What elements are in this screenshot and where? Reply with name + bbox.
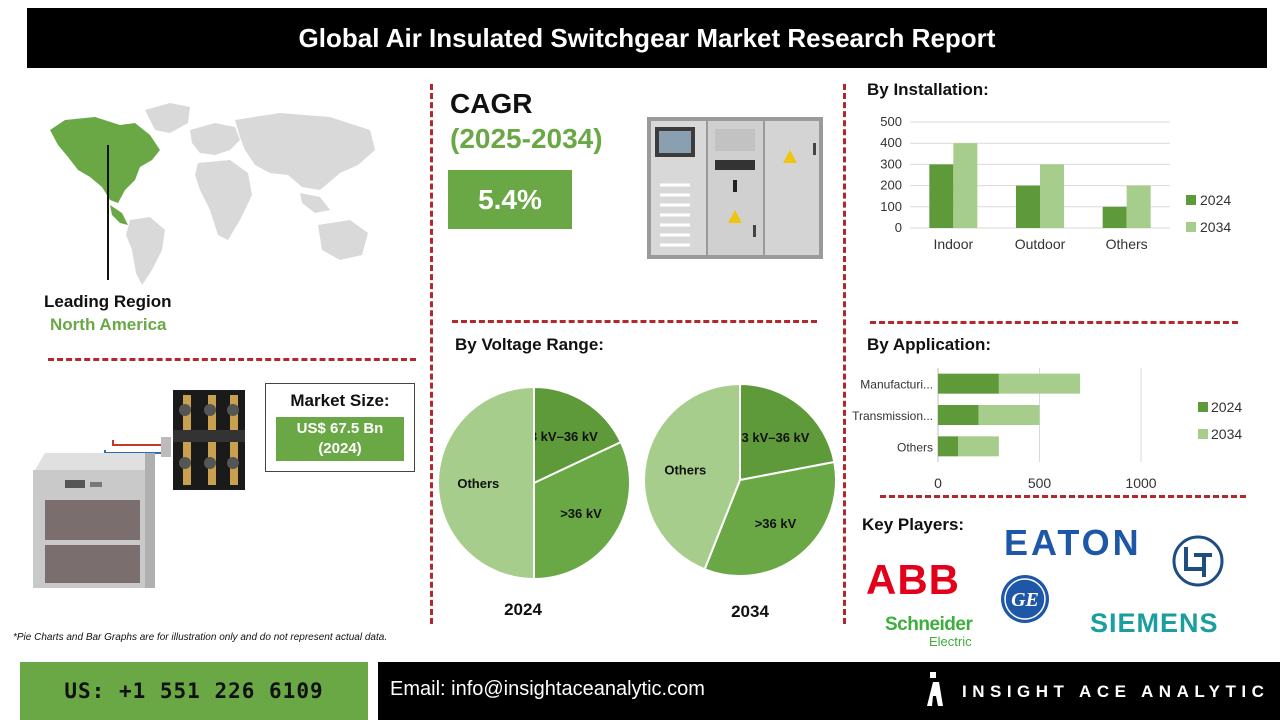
switchgear-unit-illustration bbox=[33, 390, 245, 588]
installation-xtick: Others bbox=[1106, 236, 1148, 252]
schneider-sub: Electric bbox=[929, 634, 972, 649]
pie-slice bbox=[643, 382, 741, 571]
market-size-value-box: US$ 67.5 Bn (2024) bbox=[276, 417, 404, 461]
installation-bar-2034 bbox=[1040, 164, 1064, 228]
installation-ytick: 100 bbox=[880, 199, 902, 214]
installation-title: By Installation: bbox=[867, 80, 989, 99]
world-map bbox=[50, 103, 375, 285]
divider-right bbox=[843, 84, 846, 624]
divider-left bbox=[430, 84, 433, 624]
insight-ace-logo-icon bbox=[927, 672, 943, 706]
pie-slice-label: 3 kV–36 kV bbox=[530, 429, 598, 444]
installation-ytick: 0 bbox=[895, 220, 902, 235]
application-xtick: 1000 bbox=[1125, 475, 1156, 491]
application-legend-label: 2024 bbox=[1211, 399, 1242, 415]
divider-region bbox=[48, 358, 416, 361]
footer-phone[interactable]: US: +1 551 226 6109 bbox=[20, 662, 368, 720]
application-xtick: 500 bbox=[1028, 475, 1052, 491]
pie-slice bbox=[437, 385, 535, 581]
application-bar-2024 bbox=[938, 373, 999, 394]
application-bar-2024 bbox=[938, 405, 979, 425]
pie-slice bbox=[533, 440, 631, 581]
svg-text:GE: GE bbox=[1011, 589, 1039, 611]
application-legend-swatch bbox=[1198, 402, 1208, 412]
application-ytick: Others bbox=[897, 440, 933, 454]
leading-region-label: Leading Region bbox=[44, 292, 172, 311]
voltage-title: By Voltage Range: bbox=[455, 335, 604, 354]
application-legend-swatch bbox=[1198, 429, 1208, 439]
pie-slice-label: 3 kV–36 kV bbox=[742, 430, 810, 445]
disclaimer-note: *Pie Charts and Bar Graphs are for illus… bbox=[13, 632, 388, 643]
installation-legend-label: 2024 bbox=[1200, 192, 1231, 208]
installation-bar-2034 bbox=[1126, 185, 1151, 228]
installation-ytick: 400 bbox=[880, 135, 902, 150]
application-ytick: Transmission... bbox=[852, 409, 933, 423]
north-america-shape bbox=[50, 117, 160, 203]
market-size-value: US$ 67.5 Bn bbox=[296, 420, 384, 437]
siemens-logo: SIEMENS bbox=[1090, 608, 1219, 638]
installation-legend-swatch bbox=[1186, 195, 1196, 205]
market-size-card: Market Size: US$ 67.5 Bn (2024) bbox=[265, 383, 415, 472]
market-size-year: (2024) bbox=[318, 440, 362, 457]
footer-email[interactable]: Email: info@insightaceanalytic.com bbox=[390, 678, 705, 700]
schneider-logo: Schneider Electric bbox=[885, 614, 973, 649]
installation-legend-label: 2034 bbox=[1200, 219, 1231, 235]
pie-slice-label: >36 kV bbox=[560, 506, 602, 521]
pie-slice-label: Others bbox=[457, 476, 499, 491]
divider-application bbox=[870, 321, 1238, 324]
divider-voltage bbox=[452, 320, 817, 323]
installation-bar-chart: 0 100 200 300 400 500 Indoor Outdoor Others 2024 2… bbox=[880, 114, 1231, 252]
installation-xtick: Indoor bbox=[933, 236, 973, 252]
application-bar-2024 bbox=[938, 436, 959, 457]
region-pointer-line bbox=[107, 145, 109, 280]
application-bar-2034 bbox=[978, 405, 1040, 425]
installation-bar-2034 bbox=[953, 143, 978, 228]
pie-slice bbox=[703, 460, 837, 577]
pie-slice-label: Others bbox=[664, 463, 706, 478]
ge-logo: GE bbox=[1001, 575, 1049, 623]
market-size-label: Market Size: bbox=[290, 391, 390, 410]
switchgear-cabinet-illustration bbox=[647, 117, 823, 259]
pie-year-label: 2024 bbox=[504, 600, 542, 619]
footer-bar bbox=[378, 662, 1280, 720]
application-legend-label: 2034 bbox=[1211, 426, 1242, 442]
cagr-period: (2025-2034) bbox=[450, 123, 603, 154]
eaton-logo: EATON bbox=[1004, 522, 1142, 563]
pie-slice bbox=[739, 382, 836, 482]
divider-players bbox=[880, 495, 1246, 498]
key-players-title: Key Players: bbox=[862, 515, 965, 534]
installation-legend-swatch bbox=[1186, 222, 1196, 232]
application-ytick: Manufacturi... bbox=[860, 378, 933, 392]
application-bar-2034 bbox=[998, 373, 1081, 394]
installation-bar-2024 bbox=[929, 164, 954, 228]
pie-slice-label: >36 kV bbox=[755, 516, 797, 531]
installation-bar-2024 bbox=[1102, 206, 1127, 228]
application-xtick: 0 bbox=[934, 475, 942, 491]
abb-logo: ABB bbox=[866, 556, 960, 603]
pie-slice bbox=[533, 385, 623, 485]
footer-brand: INSIGHT ACE ANALYTIC bbox=[962, 682, 1270, 701]
installation-ytick: 200 bbox=[880, 178, 902, 193]
application-bar-chart: 0 500 1000 Manufacturi... Transmission... Oth… bbox=[852, 368, 1242, 491]
voltage-pie-charts: 3 kV–36 kV >36 kV Others 2024 3 kV–36 kV >36 … bbox=[437, 382, 837, 621]
application-title: By Application: bbox=[867, 335, 992, 354]
installation-ytick: 300 bbox=[880, 156, 902, 171]
cagr-title: CAGR bbox=[450, 88, 533, 119]
installation-xtick: Outdoor bbox=[1015, 236, 1066, 252]
leading-region-value: North America bbox=[50, 315, 167, 334]
cagr-value: 5.4% bbox=[448, 170, 572, 229]
application-bar-2034 bbox=[958, 436, 999, 457]
schneider-name: Schneider bbox=[885, 614, 973, 635]
pie-year-label: 2034 bbox=[731, 602, 769, 621]
installation-bar-2024 bbox=[1016, 185, 1040, 228]
lt-logo bbox=[1172, 535, 1224, 587]
installation-ytick: 500 bbox=[880, 114, 902, 129]
report-title: Global Air Insulated Switchgear Market R… bbox=[27, 8, 1267, 68]
